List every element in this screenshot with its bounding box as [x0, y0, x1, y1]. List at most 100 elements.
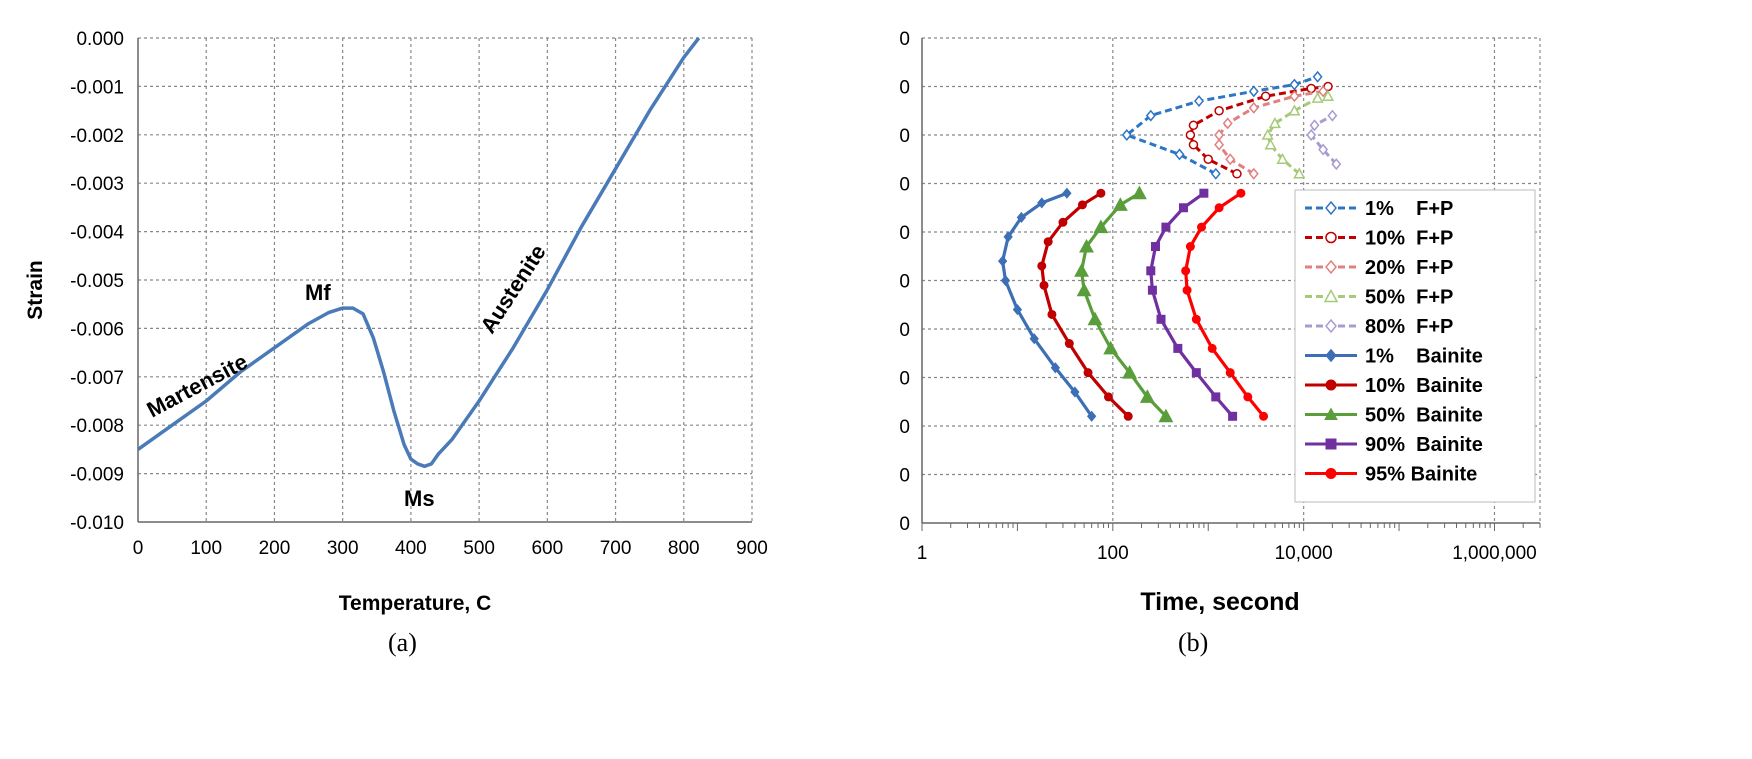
series-line	[1188, 85, 1329, 176]
y-axis-title: Strain	[24, 260, 47, 320]
data-point	[1318, 85, 1329, 98]
chart-a-svg: 0 100 200 300 400 500 600 700 800 900 0.000 -0.001 -…	[24, 29, 768, 615]
data-point	[1147, 285, 1157, 295]
annotation-martensite: Martensite	[143, 349, 252, 423]
strain-curve	[136, 36, 701, 469]
series-6	[1037, 188, 1133, 421]
data-point	[1248, 167, 1259, 180]
x-tick-label: 400	[395, 538, 427, 559]
y-tick-label: -0.008	[70, 416, 124, 437]
legend-marker	[1323, 288, 1339, 303]
data-point	[1188, 139, 1199, 150]
y-tick-label: -0.002	[70, 126, 124, 147]
data-point	[1181, 266, 1191, 276]
data-point	[1077, 200, 1087, 210]
annotation-ms: Ms	[404, 486, 435, 511]
data-point	[1087, 311, 1103, 326]
data-point	[997, 255, 1008, 267]
data-point	[1211, 392, 1221, 402]
y-tick-label: -0.003	[70, 174, 124, 195]
legend-marker	[1324, 407, 1338, 420]
data-point	[1289, 78, 1300, 91]
data-point	[1178, 203, 1188, 213]
data-point	[1194, 95, 1204, 108]
data-point	[1331, 158, 1342, 171]
data-point	[1309, 119, 1320, 132]
data-point	[1191, 368, 1201, 378]
legend-label: 1% F+P	[1365, 198, 1453, 220]
y-tick-label: 300	[900, 417, 910, 438]
data-point	[1214, 138, 1225, 151]
x-tick-label: 1,000,000	[1452, 543, 1537, 564]
x-tick-label: 500	[463, 538, 495, 559]
y-tick-label: 550	[900, 175, 910, 196]
chart-b: 1 100 10,000 1,000,000 200 250 300 350 400 450 500…	[900, 0, 1752, 759]
data-point	[1318, 143, 1329, 156]
data-point	[1214, 129, 1225, 141]
series-8	[1146, 188, 1238, 421]
legend-entry: 1% F+P	[1305, 198, 1453, 220]
chart-a: 0 100 200 300 400 500 600 700 800 900 0.000 -0.001 -…	[24, 29, 768, 657]
legend-entry: 10% Bainite	[1305, 375, 1483, 397]
legend-label: 50% F+P	[1365, 287, 1453, 309]
y-tick-label: -0.004	[70, 223, 124, 244]
data-point	[1122, 365, 1138, 379]
data-point	[1199, 188, 1209, 198]
y-tick-label: 650	[900, 78, 910, 99]
y-tick-label: 450	[900, 272, 910, 293]
data-point	[1150, 242, 1160, 252]
data-point	[1083, 368, 1093, 378]
y-tick-label: -0.005	[70, 271, 124, 292]
x-tick-label: 700	[600, 538, 632, 559]
data-point	[1076, 282, 1092, 297]
data-point	[1243, 392, 1253, 402]
annotation-austenite: Austenite	[475, 240, 551, 338]
x-tick-label: 900	[736, 538, 768, 559]
legend-label: 95% Bainite	[1365, 464, 1477, 486]
data-point	[1214, 203, 1224, 213]
annotation-mf: Mf	[305, 280, 331, 305]
data-point	[1203, 154, 1213, 164]
series-9	[1181, 188, 1269, 421]
series-1	[1185, 81, 1333, 179]
y-tick-label: 200	[900, 514, 910, 535]
data-point	[1210, 167, 1221, 180]
data-point	[1121, 129, 1132, 141]
data-point	[1079, 238, 1094, 253]
legend-label: 80% F+P	[1365, 316, 1453, 338]
data-point	[1225, 153, 1236, 166]
data-point	[1321, 89, 1335, 101]
series-2	[1214, 85, 1329, 180]
data-point	[1103, 392, 1113, 402]
data-point	[1327, 109, 1338, 122]
data-point	[1158, 408, 1174, 423]
legend-label: 20% F+P	[1365, 257, 1453, 279]
data-point	[1306, 83, 1316, 94]
chart-b-svg: 1 100 10,000 1,000,000 200 250 300 350 400 450 500…	[900, 29, 1541, 616]
data-point	[1232, 169, 1242, 179]
data-point	[1146, 266, 1156, 276]
data-point	[1016, 211, 1027, 224]
x-tick-label: 100	[190, 538, 222, 559]
series-line	[1040, 191, 1130, 418]
series-4	[1306, 109, 1342, 171]
legend-marker	[1325, 379, 1337, 391]
caption-a: (a)	[388, 628, 417, 657]
data-point	[1228, 411, 1238, 421]
data-point	[1306, 129, 1317, 141]
y-tick-label: -0.010	[70, 513, 124, 534]
x-tick-label: 100	[1097, 543, 1129, 564]
data-point	[1012, 304, 1023, 316]
legend-marker	[1325, 348, 1337, 363]
data-point	[1145, 109, 1156, 122]
data-point	[1191, 314, 1201, 324]
data-point	[1103, 340, 1119, 355]
y-tick-label: -0.006	[70, 319, 124, 340]
data-point	[1293, 167, 1306, 179]
legend-marker	[1325, 200, 1337, 216]
data-point	[1260, 91, 1271, 101]
legend: 1% F+P 10% F+P 20% F+P 50% F+P 80% F+P 1% Bai…	[1294, 189, 1536, 503]
data-point	[1236, 188, 1246, 198]
data-point	[1037, 197, 1047, 209]
data-point	[1131, 185, 1147, 200]
